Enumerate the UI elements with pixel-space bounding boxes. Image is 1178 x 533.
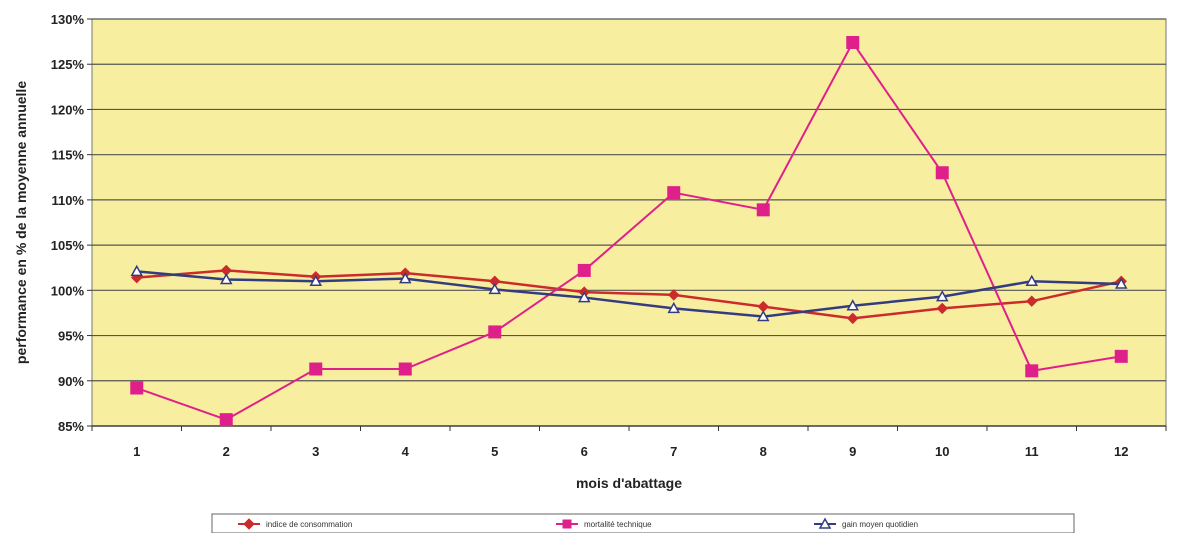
y-tick-label: 90%	[58, 374, 84, 389]
marker-square	[219, 413, 233, 427]
marker-diamond	[243, 518, 255, 530]
y-tick-label: 115%	[51, 148, 84, 163]
x-axis-label: mois d'abattage	[576, 475, 682, 491]
marker-square	[846, 36, 860, 50]
marker-triangle	[846, 299, 860, 311]
marker-triangle	[818, 517, 832, 529]
marker-square	[562, 519, 572, 529]
marker-square	[488, 325, 502, 339]
marker-triangle	[309, 274, 323, 287]
legend: indice de consommation mortalité techniqu…	[211, 513, 1075, 533]
series-line	[136, 269, 1122, 320]
x-tick-label: 3	[312, 444, 319, 459]
marker-triangle	[756, 310, 770, 322]
marker-square	[1025, 364, 1039, 378]
x-tick-label: 10	[935, 444, 949, 459]
x-tick-label: 8	[760, 444, 767, 459]
marker-triangle	[219, 272, 233, 285]
marker-triangle	[1114, 277, 1128, 289]
marker-square	[667, 186, 681, 200]
marker-square	[756, 203, 770, 217]
x-tick-label: 4	[402, 444, 410, 459]
y-tick-label: 125%	[51, 57, 85, 72]
marker-triangle	[935, 290, 949, 302]
marker-triangle	[130, 264, 144, 277]
series-line	[136, 40, 1122, 421]
y-tick-label: 100%	[51, 283, 85, 298]
series-lines	[136, 40, 1122, 421]
x-tick-label: 9	[849, 444, 856, 459]
y-tick-label: 105%	[51, 238, 85, 253]
marker-square	[935, 166, 949, 180]
legend-entry-label: mortalité technique	[584, 520, 652, 529]
marker-square	[309, 362, 323, 376]
marker-diamond	[847, 312, 859, 325]
series-markers	[130, 36, 1128, 427]
x-axis-ticks: 1 2 3 4 5 6 7 8 9 10 11 12	[91, 425, 1167, 459]
marker-square	[130, 381, 144, 395]
grid-lines	[92, 18, 1166, 427]
marker-square	[1114, 349, 1128, 363]
x-tick-label: 11	[1025, 444, 1039, 459]
marker-triangle	[577, 291, 591, 303]
y-tick-label: 130%	[51, 12, 85, 27]
marker-diamond	[668, 289, 680, 301]
y-tick-label: 85%	[58, 419, 84, 434]
legend-entry-label: gain moyen quotidien	[842, 520, 918, 529]
x-tick-label: 12	[1114, 444, 1128, 459]
y-axis-ticks: 85% 90% 95% 100% 105% 110% 115% 120% 125% 130%	[51, 12, 92, 434]
y-tick-label: 110%	[51, 193, 84, 208]
y-tick-label: 95%	[58, 329, 84, 344]
marker-diamond	[1026, 295, 1038, 307]
x-tick-label: 1	[133, 444, 140, 459]
legend-box	[211, 513, 1075, 533]
x-tick-label: 5	[491, 444, 498, 459]
x-tick-label: 6	[581, 444, 588, 459]
legend-entry-label: indice de consommation	[266, 520, 352, 529]
marker-diamond	[936, 302, 948, 315]
marker-square	[398, 362, 412, 376]
x-tick-label: 2	[223, 444, 230, 459]
x-tick-label: 7	[670, 444, 677, 459]
series-line	[136, 270, 1122, 318]
marker-triangle	[667, 301, 681, 314]
y-axis-label: performance en % de la moyenne annuelle	[13, 81, 29, 364]
plot-background	[91, 18, 1167, 427]
marker-triangle	[398, 272, 412, 284]
marker-triangle	[488, 282, 502, 295]
marker-triangle	[1025, 274, 1039, 287]
y-tick-label: 120%	[51, 102, 85, 117]
marker-square	[577, 263, 591, 277]
